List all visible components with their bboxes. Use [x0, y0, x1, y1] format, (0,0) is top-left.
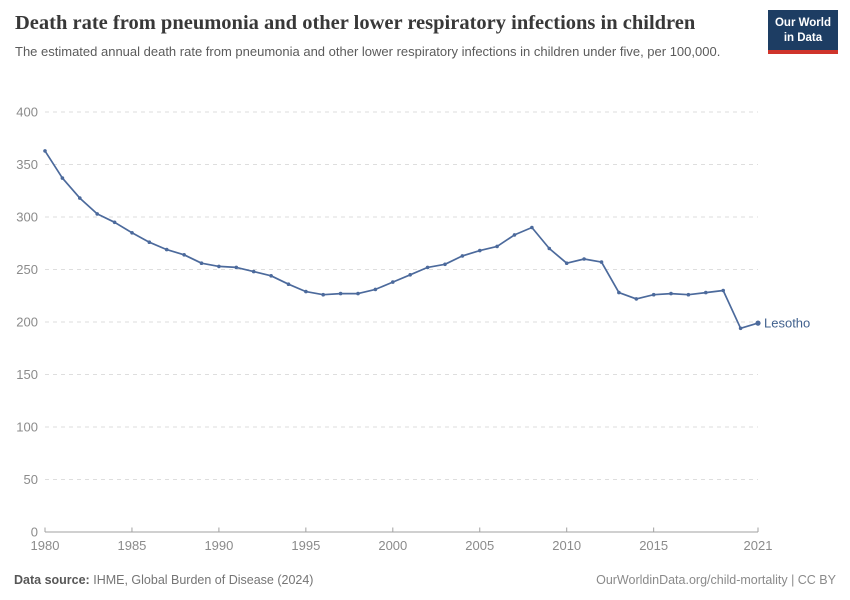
data-point	[321, 292, 326, 297]
data-point	[599, 260, 604, 264]
series-end-label: Lesotho	[764, 316, 810, 331]
data-point	[112, 220, 117, 225]
data-point	[443, 262, 447, 267]
data-point	[704, 290, 708, 295]
data-source: Data source: IHME, Global Burden of Dise…	[14, 573, 313, 587]
data-source-label: Data source:	[14, 573, 90, 587]
data-point	[478, 248, 482, 253]
y-axis-tick-label: 400	[16, 105, 38, 120]
data-source-text: IHME, Global Burden of Disease (2024)	[93, 573, 314, 587]
data-point	[182, 253, 186, 257]
x-axis-tick-label: 1995	[291, 538, 320, 553]
data-point	[530, 225, 534, 230]
data-point	[391, 280, 395, 284]
data-point	[304, 289, 308, 294]
data-point	[651, 292, 656, 297]
data-point	[582, 257, 586, 261]
data-line	[44, 150, 759, 330]
owid-logo-line1: Our World	[774, 17, 831, 29]
data-point	[338, 291, 343, 296]
y-axis-tick-label: 50	[24, 472, 38, 487]
y-axis-tick-label: 150	[16, 367, 38, 382]
y-axis-tick-label: 350	[16, 157, 38, 172]
attribution-link[interactable]: OurWorldinData.org/child-mortality | CC …	[596, 573, 836, 587]
data-point	[78, 196, 82, 200]
data-point	[721, 288, 725, 293]
data-point	[373, 287, 378, 292]
chart-footer: Data source: IHME, Global Burden of Dise…	[0, 573, 850, 587]
x-axis-tick-label: 2000	[378, 538, 407, 553]
data-point	[547, 246, 552, 251]
data-point	[495, 244, 499, 249]
y-axis-tick-label: 100	[16, 420, 38, 435]
owid-logo: Our World in Data	[767, 10, 838, 54]
data-point	[95, 212, 99, 216]
x-axis-tick-label: 2021	[744, 538, 773, 553]
data-point	[564, 261, 569, 266]
y-axis-tick-label: 300	[16, 210, 38, 225]
data-point	[234, 265, 239, 270]
data-point	[43, 149, 47, 153]
x-axis-tick-label: 2005	[465, 538, 494, 553]
data-point	[286, 282, 291, 287]
y-axis-tick-label: 0	[31, 525, 38, 540]
data-point	[686, 292, 691, 297]
y-axis-tick-label: 250	[16, 262, 38, 277]
data-point	[356, 291, 360, 296]
page-title: Death rate from pneumonia and other lowe…	[15, 12, 696, 34]
data-point	[147, 240, 152, 244]
data-point	[60, 176, 65, 180]
data-point	[738, 326, 743, 331]
chart-header: Death rate from pneumonia and other lowe…	[0, 0, 850, 59]
y-axis-tick-label: 200	[16, 315, 38, 330]
data-point	[755, 320, 761, 326]
data-point	[269, 274, 273, 278]
data-point	[617, 290, 621, 295]
chart-subtitle: The estimated annual death rate from pne…	[15, 43, 721, 59]
data-point	[199, 261, 204, 266]
x-axis-tick-label: 1990	[204, 538, 233, 553]
data-point	[425, 265, 430, 270]
x-axis-tick-label: 2010	[552, 538, 581, 553]
x-axis-tick-label: 1985	[117, 538, 146, 553]
data-point	[460, 254, 465, 258]
data-point	[669, 291, 673, 296]
data-point	[164, 247, 169, 252]
data-point	[217, 264, 221, 269]
data-point	[634, 297, 639, 301]
data-point	[130, 231, 134, 235]
owid-logo-line2: in Data	[783, 31, 823, 44]
data-point	[251, 269, 256, 274]
x-axis-tick-label: 1980	[31, 538, 60, 553]
x-axis-tick-label: 2015	[639, 538, 668, 553]
data-point	[408, 273, 413, 277]
data-point	[512, 233, 517, 237]
